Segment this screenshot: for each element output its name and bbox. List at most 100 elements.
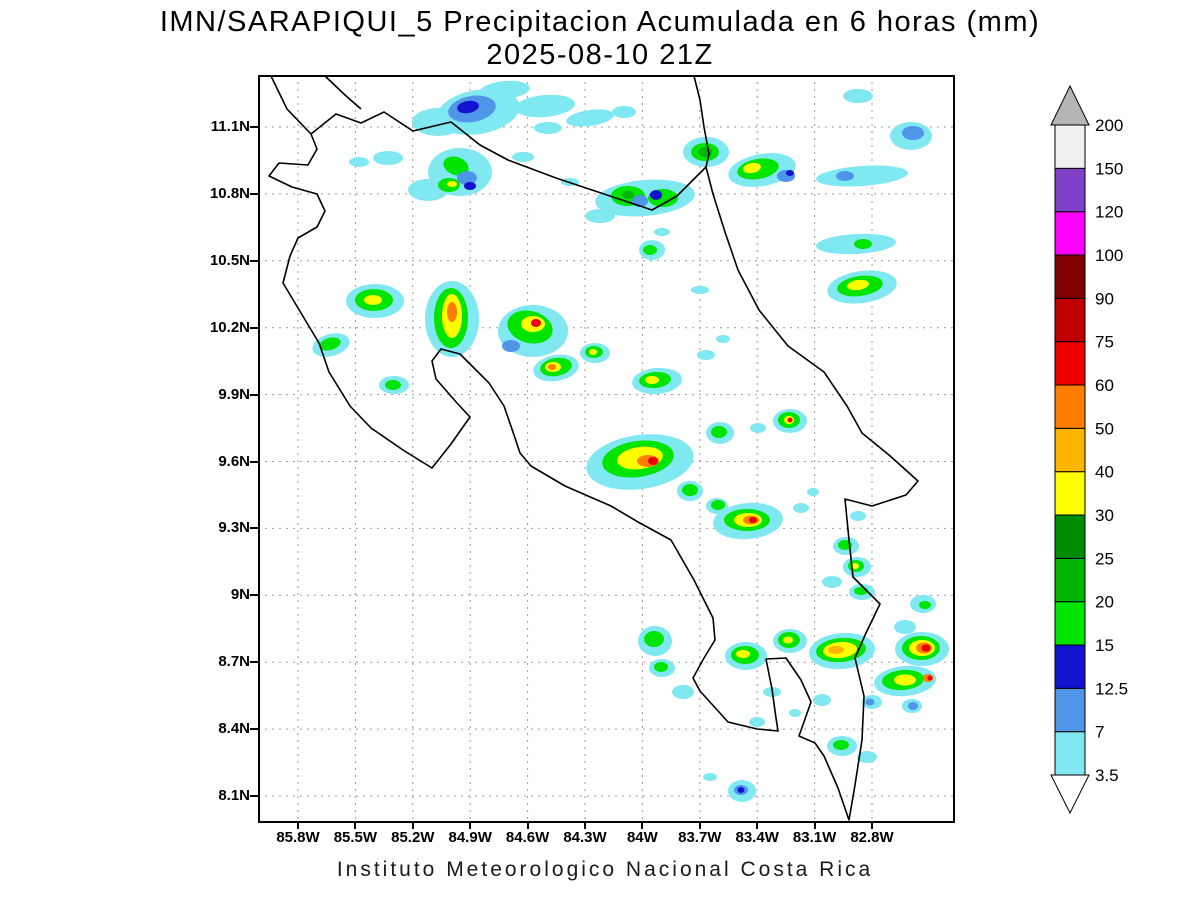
- colorbar-label: 25: [1095, 549, 1114, 568]
- colorbar-band: [1054, 254, 1086, 299]
- precip-cell: [854, 239, 872, 249]
- precip-cell: [691, 286, 709, 294]
- precip-cell: [447, 302, 457, 322]
- colorbar: 200 150 120 100 90 75 60 50 40 30 25 20 15 12.5 7 3.5: [1050, 84, 1128, 815]
- precip-cell: [408, 179, 448, 201]
- precip-cell: [502, 340, 520, 352]
- precip-cell: [645, 376, 659, 384]
- axis-tick: [297, 821, 299, 829]
- colorbar-band: [1054, 557, 1086, 603]
- precip-cell: [822, 576, 842, 588]
- colorbar-label: 3.5: [1095, 766, 1119, 785]
- lat-label: 8.1N: [218, 787, 250, 804]
- precip-cell: [927, 675, 933, 681]
- precip-cell: [566, 109, 614, 127]
- precip-cell: [921, 644, 931, 652]
- precip-cell: [816, 165, 908, 187]
- precip-cell: [850, 511, 866, 521]
- coastline: [693, 75, 710, 168]
- coastline: [324, 75, 362, 110]
- precip-cell: [650, 190, 662, 200]
- colorbar-arrow-under: [1050, 774, 1090, 815]
- colorbar-band: [1054, 644, 1086, 689]
- precip-cell: [648, 457, 658, 465]
- colorbar-label: 200: [1095, 116, 1123, 135]
- lon-label: 85.5W: [333, 829, 378, 846]
- map-frame: [258, 75, 955, 823]
- colorbar-label: 50: [1095, 419, 1114, 438]
- colorbar-band: [1054, 341, 1086, 386]
- axis-tick: [354, 821, 357, 829]
- colorbar-label: 40: [1095, 463, 1114, 482]
- lon-label: 84W: [626, 829, 658, 846]
- precip-cell: [813, 694, 831, 706]
- precip-cell: [750, 423, 766, 433]
- precip-cell: [443, 156, 469, 176]
- precip-cell: [843, 89, 873, 103]
- colorbar-band: [1054, 427, 1086, 473]
- colorbar-label: 60: [1095, 376, 1114, 395]
- colorbar-label: 15: [1095, 636, 1114, 655]
- lon-label: 85.2W: [391, 829, 435, 846]
- chart-title: IMN/SARAPIQUI_5 Precipitacion Acumulada …: [159, 6, 1041, 38]
- precip-cell: [894, 674, 916, 686]
- lon-label: 83.1W: [792, 829, 837, 846]
- precip-cell: [385, 380, 401, 390]
- precip-cell: [737, 787, 745, 793]
- lat-label: 9.3N: [218, 519, 250, 537]
- lon-label: 84.3W: [563, 829, 607, 846]
- lon-label: 82.8W: [850, 829, 894, 846]
- axis-tick: [250, 192, 258, 195]
- axis-tick: [250, 795, 258, 797]
- precip-cell: [457, 171, 477, 185]
- colorbar-label: 7: [1095, 723, 1104, 742]
- colorbar-label: 120: [1095, 203, 1123, 222]
- precip-cell: [865, 698, 875, 706]
- axis-tick: [698, 821, 701, 829]
- coastline: [270, 75, 312, 135]
- precip-cell: [749, 517, 757, 523]
- precip-cell: [349, 157, 369, 167]
- lat-label: 10.2N: [209, 318, 250, 336]
- colorbar-arrow-over: [1050, 84, 1090, 126]
- precip-cell: [919, 601, 931, 609]
- colorbar-band: [1054, 731, 1086, 776]
- precip-cell: [789, 709, 801, 717]
- precip-cell: [833, 740, 849, 750]
- precip-cell: [447, 181, 457, 187]
- colorbar-label: 12.5: [1095, 679, 1128, 698]
- precip-cell: [847, 279, 869, 291]
- colorbar-band: [1054, 687, 1086, 733]
- precip-cell: [787, 417, 793, 423]
- precip-cell: [749, 717, 765, 727]
- precip-cell: [585, 209, 615, 223]
- precip-cell: [783, 636, 793, 644]
- precip-cell: [698, 147, 712, 157]
- footer-text: Instituto Meteorologico Nacional Costa R…: [336, 858, 874, 881]
- axis-tick: [871, 821, 873, 829]
- precip-cell: [534, 122, 562, 134]
- precip-cell: [672, 685, 694, 699]
- precip-cell: [736, 650, 750, 658]
- coastline: [268, 111, 919, 821]
- lat-label: 9.9N: [218, 385, 250, 403]
- axis-tick: [250, 259, 258, 262]
- precip-cell: [589, 349, 597, 355]
- colorbar-band: [1054, 167, 1086, 213]
- precip-cell: [457, 100, 479, 114]
- lat-label: 10.5N: [209, 251, 250, 269]
- axis-tick: [250, 326, 258, 329]
- colorbar-band: [1054, 514, 1086, 559]
- colorbar-label: 90: [1095, 289, 1114, 308]
- axis-tick: [250, 661, 258, 664]
- precip-cell: [531, 319, 541, 327]
- axis-tick: [250, 594, 258, 597]
- precip-cell: [711, 426, 727, 438]
- lon-label: 84.9W: [448, 829, 492, 846]
- precip-cell: [908, 702, 918, 710]
- colorbar-label: 75: [1095, 333, 1114, 352]
- precip-cell: [622, 191, 634, 199]
- precip-cell: [786, 170, 794, 176]
- precip-cell: [902, 126, 924, 140]
- precip-cell: [643, 245, 657, 255]
